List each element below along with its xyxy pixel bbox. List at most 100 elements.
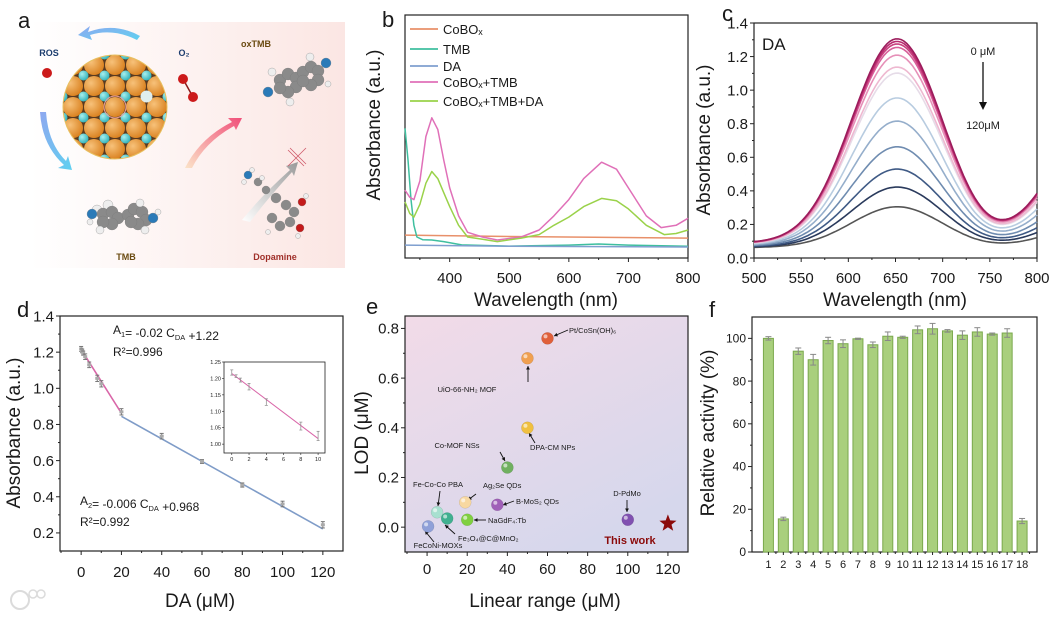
data-point: [87, 363, 92, 367]
inset-fit-line: [231, 373, 319, 439]
inset-x-tick-label: 4: [265, 457, 268, 463]
panel-label-e: e: [366, 294, 378, 319]
x-tick-label: 40: [153, 564, 170, 581]
inset-x-tick-label: 6: [282, 457, 285, 463]
text-part: = -0.02 C: [125, 326, 175, 340]
x-tick-label: 750: [977, 270, 1002, 287]
category-label: 14: [956, 559, 968, 571]
y-tick-label: 1.0: [33, 381, 54, 398]
x-tick-label: 600: [556, 270, 581, 287]
arrow-head-icon: [625, 508, 629, 512]
inset-plot: 0 2 4 6 8 10 1.00 1.05 1.10 1.15 1.20 1.25: [210, 360, 326, 463]
y-tick-label: 1.2: [33, 344, 54, 361]
y-tick-label: 0.4: [378, 420, 399, 437]
category-label: 13: [941, 559, 953, 571]
point-label: Ag₂Se QDs: [483, 481, 522, 490]
x-tick-label: 500: [497, 270, 522, 287]
point-label: Co-MOF NSs: [435, 441, 480, 450]
category-label: 7: [855, 559, 861, 571]
y-axis-title: LOD (μM): [352, 391, 373, 475]
x-tick-label: 700: [616, 270, 641, 287]
point-highlight: [443, 514, 448, 519]
titration-curve-12: [754, 206, 1038, 249]
this-work-star-marker: [659, 514, 677, 531]
comparison-point: [421, 520, 435, 533]
point-highlight: [424, 522, 429, 527]
x-tick-label: 120: [655, 561, 680, 578]
bar: [837, 343, 849, 553]
text-part: +1.22: [185, 329, 219, 343]
plot-frame: [753, 22, 1038, 259]
bar: [777, 518, 789, 553]
x-axis-title: Wavelength (nm): [474, 290, 618, 311]
comparison-point: [501, 461, 514, 474]
point-label: Fe-Co-Co PBA: [413, 480, 463, 489]
comparison-point: [541, 332, 554, 345]
arrow-head-icon: [979, 102, 987, 110]
inset-frame: [223, 361, 326, 454]
category-label: 8: [870, 559, 876, 571]
x-tick-label: 0: [77, 564, 85, 581]
category-label: 17: [1001, 559, 1013, 571]
y-tick-label: 0: [739, 545, 746, 559]
text-part: A: [80, 494, 88, 508]
inset-y-tick-label: 1.00: [210, 442, 221, 448]
subscript: DA: [149, 504, 159, 513]
titration-curve-11: [753, 186, 1038, 248]
y-tick-label: 0.4: [727, 183, 748, 200]
r-squared-1: R²=0.996: [113, 345, 163, 359]
oxtmb-molecule-icon: [262, 52, 332, 107]
point-highlight: [503, 463, 508, 468]
y-tick-label: 0.6: [378, 370, 399, 387]
category-label: 12: [926, 559, 938, 571]
y-tick-label: 0.8: [727, 116, 748, 133]
panel-label-c: c: [722, 1, 733, 26]
category-label: 2: [780, 559, 786, 571]
point-highlight: [461, 498, 466, 503]
y-tick-label: 0.8: [33, 417, 54, 434]
blocked-arrow-icon: [242, 162, 298, 222]
cycle-arrow-icon: [78, 26, 140, 40]
fit-line-2: [121, 415, 324, 530]
category-label: 18: [1016, 559, 1028, 571]
category-label: 16: [986, 559, 998, 571]
titration-curve-10: [753, 168, 1038, 247]
panel-a-illustration: a ROS O₂ oxTMB TMB Dopamine: [18, 8, 345, 268]
bar: [867, 344, 879, 553]
x-tick-label: 550: [789, 270, 814, 287]
category-label: 3: [795, 559, 801, 571]
x-tick-label: 500: [741, 270, 766, 287]
x-tick-label: 60: [539, 561, 556, 578]
dopamine-label: Dopamine: [253, 252, 297, 262]
data-point: [320, 523, 325, 527]
inset-x-tick-label: 8: [299, 457, 302, 463]
x-tick-label: 100: [615, 561, 640, 578]
spectrum-line-2: [404, 244, 689, 248]
x-tick-label: 40: [499, 561, 516, 578]
cycle-arrow-icon: [40, 112, 72, 170]
ros-label: ROS: [39, 48, 59, 58]
comparison-point: [458, 496, 472, 509]
watermark-logo: [10, 589, 46, 610]
comparison-point: [440, 512, 454, 525]
y-tick-label: 60: [733, 417, 747, 431]
y-axis-title: Absorbance (a.u.): [364, 49, 385, 200]
bar: [927, 328, 939, 553]
panel-label-d: d: [17, 297, 29, 322]
inset-y-tick-label: 1.10: [210, 409, 221, 415]
legend-label: CoBOₓ+TMB+DA: [443, 94, 544, 109]
plot-frame: [404, 315, 689, 553]
point-label: DPA-CM NPs: [530, 443, 576, 452]
text-part: +0.968: [159, 500, 200, 514]
x-tick-label: 0: [423, 561, 431, 578]
point-label: NaGdF₄:Tb: [488, 516, 526, 525]
arrow-head-icon: [436, 502, 441, 506]
inset-y-tick-label: 1.25: [210, 360, 221, 366]
data-point: [99, 382, 104, 386]
plot-frame: [751, 316, 1038, 553]
this-work-label: This work: [604, 535, 656, 547]
y-tick-label: 0.6: [33, 453, 54, 470]
inset-y-tick-label: 1.05: [210, 426, 221, 432]
x-tick-label: 80: [579, 561, 596, 578]
y-tick-label: 1.0: [727, 82, 748, 99]
